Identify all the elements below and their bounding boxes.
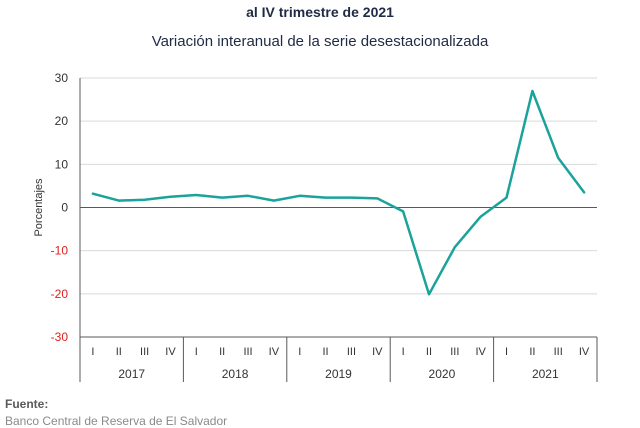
x-tick-label: IV (475, 346, 486, 358)
x-tick-label: IV (165, 346, 176, 358)
y-tick-label: 20 (55, 114, 69, 128)
x-tick-label: II (323, 346, 329, 358)
year-label: 2021 (532, 367, 559, 381)
x-tick-label: I (91, 346, 94, 358)
x-tick-label: III (347, 346, 356, 358)
x-tick-label: II (426, 346, 432, 358)
source-text: Banco Central de Reserva de El Salvador (5, 414, 227, 428)
x-tick-label: I (195, 346, 198, 358)
x-tick-label: III (450, 346, 459, 358)
y-axis-title: Porcentajes (33, 178, 45, 237)
x-tick-label: I (402, 346, 405, 358)
x-tick-label: II (529, 346, 535, 358)
y-tick-label: -30 (51, 330, 69, 344)
y-tick-label: -10 (51, 244, 69, 258)
y-tick-label: -20 (51, 287, 69, 301)
year-label: 2017 (118, 367, 145, 381)
year-label: 2018 (222, 367, 249, 381)
y-tick-label: 10 (55, 157, 69, 171)
x-tick-label: IV (579, 346, 590, 358)
y-tick-label: 0 (61, 201, 68, 215)
x-tick-label: II (219, 346, 225, 358)
x-tick-label: II (116, 346, 122, 358)
x-tick-label: I (505, 346, 508, 358)
year-label: 2019 (325, 367, 352, 381)
y-tick-label: 30 (55, 71, 69, 85)
x-tick-label: IV (269, 346, 280, 358)
source-label: Fuente: (5, 397, 48, 411)
year-label: 2020 (429, 367, 456, 381)
x-tick-label: III (554, 346, 563, 358)
x-tick-label: IV (372, 346, 383, 358)
x-tick-label: I (298, 346, 301, 358)
x-tick-label: III (243, 346, 252, 358)
x-tick-label: III (140, 346, 149, 358)
